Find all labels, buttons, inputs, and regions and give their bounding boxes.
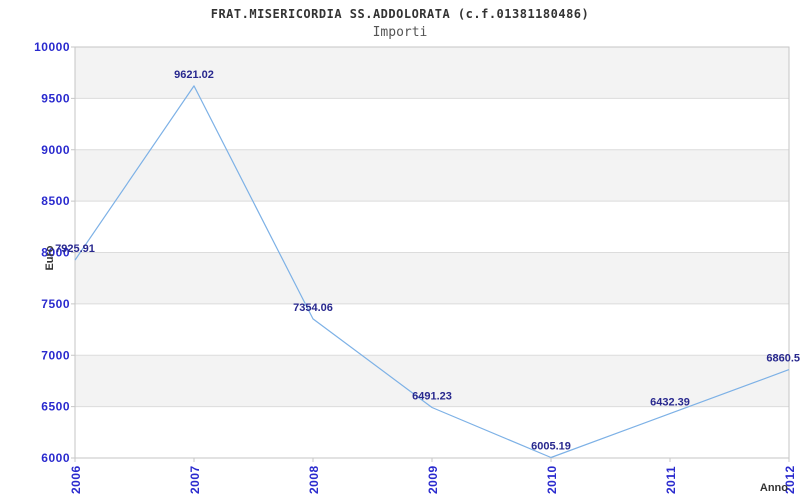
y-tick-label: 8000: [41, 246, 70, 260]
data-point-label: 7354.06: [293, 302, 333, 314]
y-tick-label: 6000: [41, 451, 70, 465]
y-tick-label: 6500: [41, 400, 70, 414]
y-axis-title: Euro: [44, 245, 56, 271]
x-tick-label: 2007: [188, 465, 202, 494]
band-row: [75, 252, 789, 304]
x-tick-label: 2011: [664, 466, 678, 494]
data-point-label: 9621.02: [174, 69, 214, 81]
chart-subtitle: Importi: [372, 25, 428, 40]
y-tick-label: 7000: [41, 348, 70, 362]
data-point-label: 6005.19: [531, 440, 571, 452]
chart-title: FRAT.MISERICORDIA SS.ADDOLORATA (c.f.013…: [210, 7, 590, 21]
y-tick-label: 8500: [41, 194, 70, 208]
x-tick-label: 2006: [69, 465, 83, 494]
x-tick-label: 2008: [307, 465, 321, 494]
band-row: [75, 355, 789, 407]
data-point-label: 6432.39: [650, 397, 690, 409]
y-tick-label: 9500: [41, 91, 70, 105]
data-point-label: 7925.91: [55, 243, 95, 255]
x-tick-label: 2012: [783, 465, 797, 494]
band-row: [75, 47, 789, 99]
band-row: [75, 149, 789, 202]
x-tick-label: 2009: [426, 465, 440, 494]
data-point-label: 6860.5: [766, 353, 800, 365]
x-tick-label: 2010: [545, 465, 559, 494]
y-tick-label: 7500: [41, 297, 70, 311]
y-tick-label: 10000: [34, 40, 70, 54]
x-axis-title: Anno: [759, 482, 788, 494]
plot-border: [74, 46, 790, 459]
y-tick-label: 9000: [41, 143, 70, 157]
data-line: [74, 85, 790, 459]
data-point-label: 6491.23: [412, 391, 452, 403]
